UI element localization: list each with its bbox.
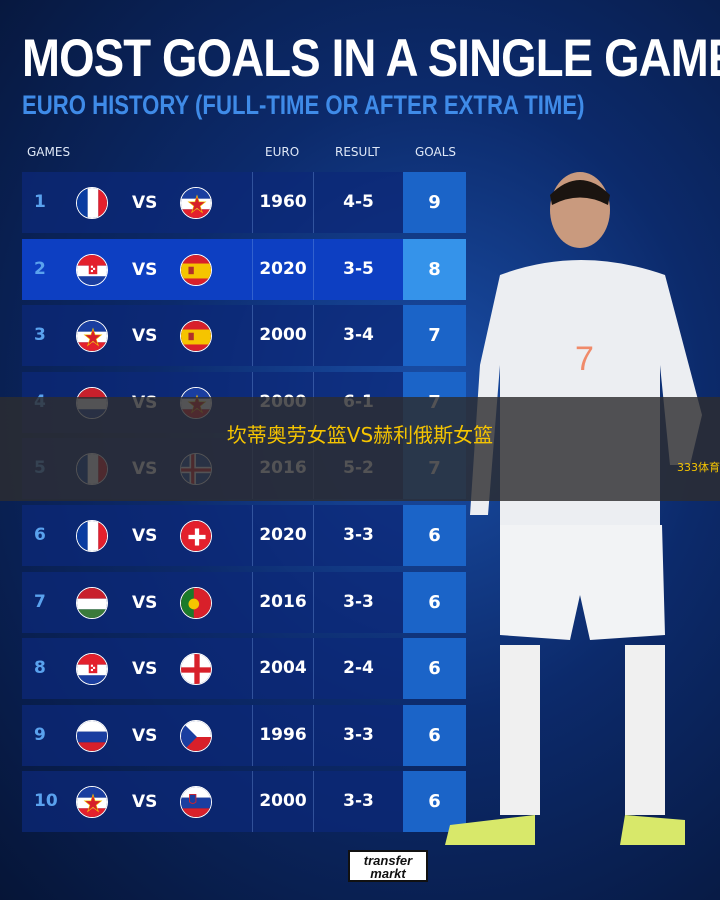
euro-year: 2004 (252, 638, 314, 700)
player-image: 7 (445, 172, 702, 845)
euro-year: 2016 (252, 571, 314, 633)
header-result: RESULT (335, 145, 380, 159)
spain-flag-icon (180, 320, 212, 353)
goals: 6 (403, 771, 466, 833)
switzerland-flag-icon (180, 520, 212, 552)
spain-flag-icon (180, 253, 212, 286)
goals: 6 (403, 704, 466, 766)
rank: 10 (34, 791, 58, 812)
euro-year: 1960 (252, 172, 314, 233)
vs-label: VS (132, 193, 158, 213)
france-flag-icon (76, 520, 108, 552)
portugal-flag-icon (180, 586, 212, 619)
goals: 8 (403, 238, 466, 300)
rank: 6 (34, 525, 46, 545)
table-row: 1 VS 1960 4-5 9 (22, 172, 466, 233)
vs-label: VS (132, 659, 158, 680)
vs-label: VS (132, 725, 158, 746)
rank: 2 (34, 258, 46, 279)
rank: 3 (34, 325, 46, 346)
rank: 7 (34, 591, 46, 612)
table-row: 7 VS 2016 3-3 6 (22, 571, 466, 633)
rank: 1 (34, 192, 46, 212)
goals: 6 (403, 638, 466, 700)
overlay-source[interactable]: 333体育 (677, 461, 720, 474)
vs-label: VS (132, 792, 158, 813)
euro-year: 2020 (252, 238, 314, 300)
goals: 6 (403, 571, 466, 633)
logo-line1: transfer (363, 853, 413, 868)
table-row: 3 VS 2000 3-4 7 (22, 305, 466, 367)
slovenia-flag-icon (180, 786, 212, 819)
header-euro: EURO (265, 145, 300, 159)
czech-flag-icon (180, 719, 212, 752)
table-row: 2 VS 2020 3-5 8 (22, 238, 466, 300)
vs-label: VS (132, 326, 158, 347)
yugoslavia-flag-icon (180, 187, 212, 219)
croatia-flag-icon (76, 653, 108, 686)
england-flag-icon (180, 653, 212, 686)
yugoslavia-flag-icon (76, 320, 108, 353)
svg-text:7: 7 (575, 340, 594, 378)
result: 2-4 (343, 658, 374, 679)
table-row: 9 VS 1996 3-3 6 (22, 704, 466, 766)
goals: 7 (403, 305, 466, 367)
header-games: GAMES (27, 145, 71, 159)
transfermarkt-logo: transfer markt (348, 850, 428, 882)
page-title: MOST GOALS IN A SINGLE GAME (22, 29, 720, 88)
table-row: 8 VS 2004 2-4 6 (22, 638, 466, 700)
table-row: 6 VS 2020 3-3 6 (22, 505, 466, 566)
result: 3-3 (343, 525, 374, 545)
goals: 6 (403, 505, 466, 566)
result: 3-3 (343, 591, 374, 612)
euro-year: 2020 (252, 505, 314, 566)
france-flag-icon (76, 187, 108, 219)
overlay-message[interactable]: 坎蒂奥劳女篮VS赫利俄斯女篮 (226, 423, 494, 447)
goals: 9 (403, 172, 466, 233)
logo-line2: markt (370, 866, 406, 881)
euro-year: 2000 (252, 771, 314, 833)
hungary-flag-icon (76, 586, 108, 619)
result: 3-3 (343, 791, 374, 812)
result: 3-5 (343, 258, 374, 279)
euro-year: 1996 (252, 704, 314, 766)
rank: 8 (34, 658, 46, 679)
result: 4-5 (343, 192, 374, 212)
yugoslavia-flag-icon (76, 786, 108, 819)
rank: 9 (34, 724, 46, 745)
euro-year: 2000 (252, 305, 314, 367)
russia-flag-icon (76, 719, 108, 752)
vs-label: VS (132, 259, 158, 280)
vs-label: VS (132, 592, 158, 613)
result: 3-3 (343, 724, 374, 745)
table-row: 10 VS 2000 3-3 6 (22, 771, 466, 833)
page-subtitle: EURO HISTORY (FULL-TIME OR AFTER EXTRA T… (22, 90, 585, 120)
overlay-banner: 坎蒂奥劳女篮VS赫利俄斯女篮 333体育 (0, 397, 720, 501)
croatia-flag-icon (76, 253, 108, 286)
header-goals: GOALS (415, 145, 457, 159)
result: 3-4 (343, 325, 374, 346)
vs-label: VS (132, 526, 158, 546)
